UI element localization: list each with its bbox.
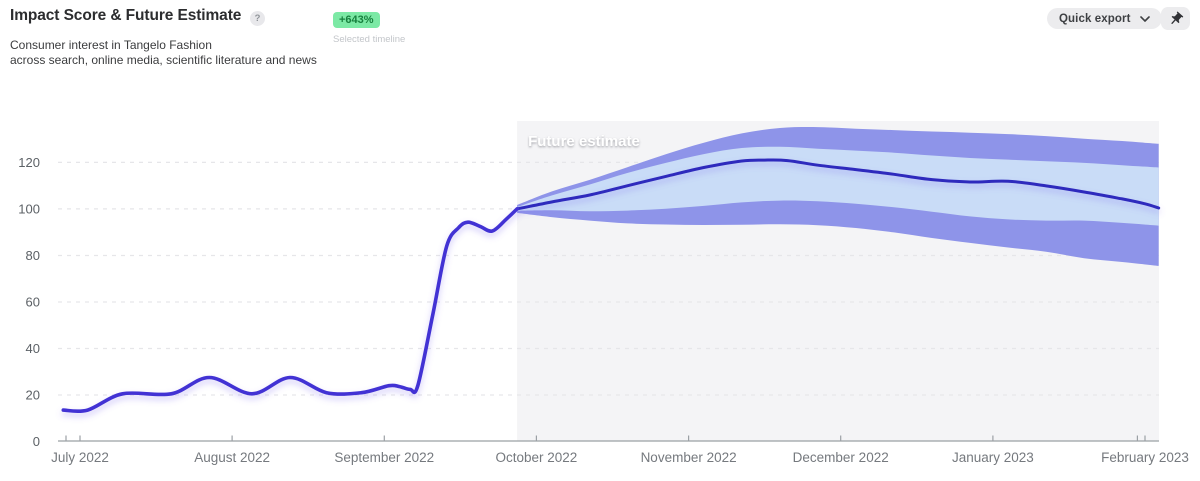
x-tick-labels: July 2022 August 2022 September 2022 Octobe… — [51, 450, 1189, 465]
future-region-label: Future estimate — [528, 133, 640, 150]
subtitle-line-1: Consumer interest in Tangelo Fashion — [10, 38, 212, 52]
chart-subtitle: Consumer interest in Tangelo Fashion acr… — [10, 38, 317, 69]
svg-text:October 2022: October 2022 — [495, 450, 577, 465]
quick-export-label: Quick export — [1059, 12, 1131, 25]
svg-text:40: 40 — [26, 341, 40, 356]
x-ticks — [65, 435, 1146, 441]
svg-text:July 2022: July 2022 — [51, 450, 109, 465]
y-tick-labels: 0 20 40 60 80 100 120 — [18, 155, 40, 449]
svg-text:February 2023: February 2023 — [1101, 450, 1189, 465]
inner-confidence-band — [517, 146, 1159, 226]
svg-text:100: 100 — [18, 201, 40, 216]
page-title: Impact Score & Future Estimate — [10, 7, 242, 24]
impact-score-line — [61, 207, 519, 414]
svg-text:20: 20 — [26, 388, 40, 403]
svg-text:January 2023: January 2023 — [952, 450, 1034, 465]
pushpin-icon — [1168, 11, 1184, 27]
quick-export-button[interactable]: Quick export — [1047, 8, 1162, 29]
svg-text:0: 0 — [33, 434, 40, 449]
svg-text:120: 120 — [18, 155, 40, 170]
badge-caption: Selected timeline — [333, 34, 406, 45]
svg-text:November 2022: November 2022 — [641, 450, 737, 465]
svg-text:December 2022: December 2022 — [793, 450, 889, 465]
svg-text:60: 60 — [26, 295, 40, 310]
forecast-median-line — [515, 158, 1161, 211]
svg-text:September 2022: September 2022 — [334, 450, 434, 465]
chevron-down-icon — [1139, 15, 1150, 22]
help-icon[interactable]: ? — [250, 11, 265, 26]
svg-text:80: 80 — [26, 248, 40, 263]
subtitle-line-2: across search, online media, scientific … — [10, 53, 317, 68]
svg-text:August 2022: August 2022 — [194, 450, 270, 465]
pin-button[interactable] — [1161, 7, 1190, 30]
percent-change-badge: +643% — [333, 12, 380, 28]
